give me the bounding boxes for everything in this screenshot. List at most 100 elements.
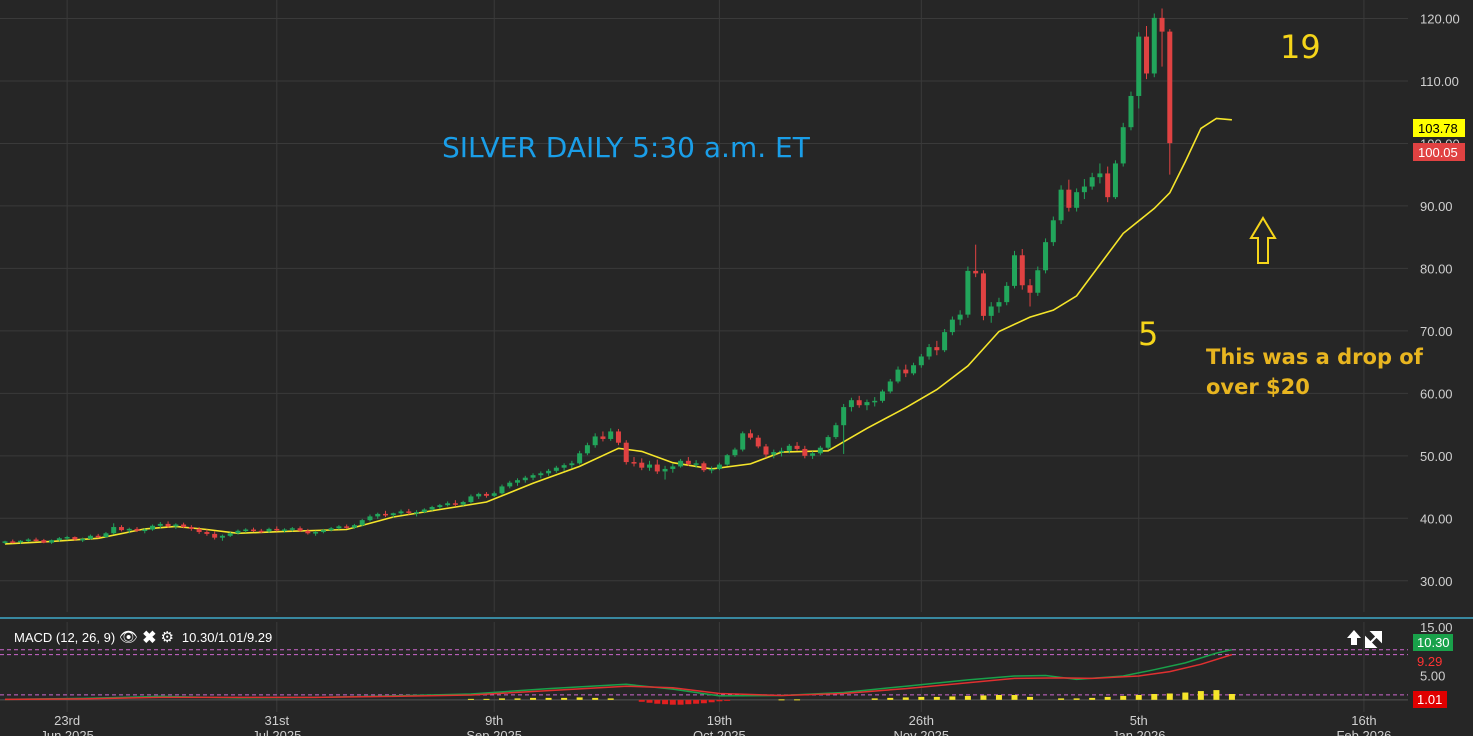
candle-body xyxy=(1159,17,1165,32)
signal-badge: 9.29 xyxy=(1417,654,1442,669)
candle-body xyxy=(615,431,621,443)
arrow-up-icon[interactable] xyxy=(1347,630,1361,645)
candle-body xyxy=(810,453,816,456)
candle-body xyxy=(957,314,963,320)
candle-body xyxy=(1167,31,1173,144)
macd-hist-bar xyxy=(514,698,521,700)
candle-body xyxy=(701,463,707,471)
macd-hist-bar xyxy=(794,699,801,701)
price-grid xyxy=(0,0,1408,612)
candle-body xyxy=(25,539,31,542)
candle-body xyxy=(41,540,47,543)
macd-badge: 10.30 xyxy=(1417,635,1450,650)
candle-body xyxy=(64,537,70,539)
candle-body xyxy=(740,433,746,450)
macd-hist-bar xyxy=(918,696,925,700)
candle-body xyxy=(390,513,396,516)
candle-body xyxy=(1151,17,1157,74)
close-icon[interactable]: ✖ xyxy=(142,628,157,647)
candle-body xyxy=(1128,95,1134,128)
expand-icon[interactable] xyxy=(1365,631,1382,648)
macd-hist-bar xyxy=(669,699,676,705)
macd-hist-bar xyxy=(778,699,785,701)
macd-hist-bar xyxy=(1166,693,1173,700)
eye-icon[interactable]: 👁 xyxy=(119,629,139,646)
candle-body xyxy=(359,520,365,526)
macd-hist-bar xyxy=(685,699,692,705)
macd-hist-bar xyxy=(1058,698,1065,700)
candle-body xyxy=(414,512,420,514)
macd-hist-bar xyxy=(980,695,987,700)
y-tick-label: 80.00 xyxy=(1420,261,1453,276)
candle-body xyxy=(87,535,93,539)
macd-hist-bar xyxy=(724,699,731,701)
candle-body xyxy=(1043,242,1049,271)
candle-body xyxy=(732,449,738,456)
x-tick-month: Jul 2025 xyxy=(252,728,301,736)
candle-body xyxy=(1081,186,1087,193)
candle-body xyxy=(561,465,567,468)
drop-note-line1: This was a drop of xyxy=(1206,345,1424,369)
macd-hist-bar xyxy=(498,698,505,700)
candle-body xyxy=(243,529,249,532)
candle-body xyxy=(639,462,645,468)
y-tick-label: 120.00 xyxy=(1420,11,1460,26)
x-tick-month: Sep 2025 xyxy=(466,728,522,736)
x-tick-month: Jun 2025 xyxy=(40,728,94,736)
candle-body xyxy=(786,445,792,451)
candle-body xyxy=(80,538,86,541)
x-tick-day: 5th xyxy=(1130,713,1148,728)
candle-body xyxy=(344,526,350,528)
candle-body xyxy=(856,400,862,406)
macd-hist-bar xyxy=(964,695,971,700)
candle-body xyxy=(336,526,342,529)
candle-body xyxy=(188,527,194,529)
macd-hist-bar xyxy=(677,699,684,705)
candle-body xyxy=(833,425,839,438)
candle-body xyxy=(1089,177,1095,187)
candle-body xyxy=(118,527,124,531)
macd-hist-bar xyxy=(1011,694,1018,700)
candle-body xyxy=(445,503,451,506)
candle-body xyxy=(515,480,521,483)
pane-controls xyxy=(1347,630,1382,648)
ma-badge: 103.78 xyxy=(1418,121,1458,136)
candle-body xyxy=(1004,285,1010,303)
candle-body xyxy=(577,453,583,464)
y-tick-label: 30.00 xyxy=(1420,574,1453,589)
close-badge: 100.05 xyxy=(1418,145,1458,160)
macd-hist-bar xyxy=(700,699,707,704)
candle-body xyxy=(825,437,831,448)
y-tick-label: 50.00 xyxy=(1420,449,1453,464)
candle-body xyxy=(1011,255,1017,286)
macd-hist-bar xyxy=(654,699,661,704)
candle-body xyxy=(980,273,986,316)
macd-hist-bar xyxy=(1027,696,1034,700)
macd-hist-bar xyxy=(1104,696,1111,700)
candle-body xyxy=(320,530,326,533)
candle-body xyxy=(289,528,295,530)
candle-body xyxy=(1019,255,1025,286)
x-tick-month: Oct 2025 xyxy=(693,728,746,736)
candle-body xyxy=(546,470,552,474)
hist-badge: 1.01 xyxy=(1417,692,1442,707)
gear-icon[interactable]: ⚙ xyxy=(160,629,174,646)
candle-body xyxy=(623,442,629,463)
candle-body xyxy=(569,463,575,466)
candle-body xyxy=(879,391,885,401)
candle-body xyxy=(196,528,202,533)
x-tick-month: Jan 2026 xyxy=(1112,728,1166,736)
macd-hist-bar xyxy=(693,699,700,704)
macd-hist-bar xyxy=(646,699,653,703)
candle-body xyxy=(747,433,753,438)
candle-body xyxy=(678,460,684,467)
macd-y-tick-label: 15.00 xyxy=(1420,620,1453,635)
candle-body xyxy=(258,530,264,533)
macd-values: 10.30/1.01/9.29 xyxy=(181,630,273,645)
macd-lines xyxy=(4,648,1233,701)
candle-body xyxy=(476,493,482,497)
candlesticks xyxy=(2,8,1173,544)
candle-body xyxy=(142,529,148,532)
